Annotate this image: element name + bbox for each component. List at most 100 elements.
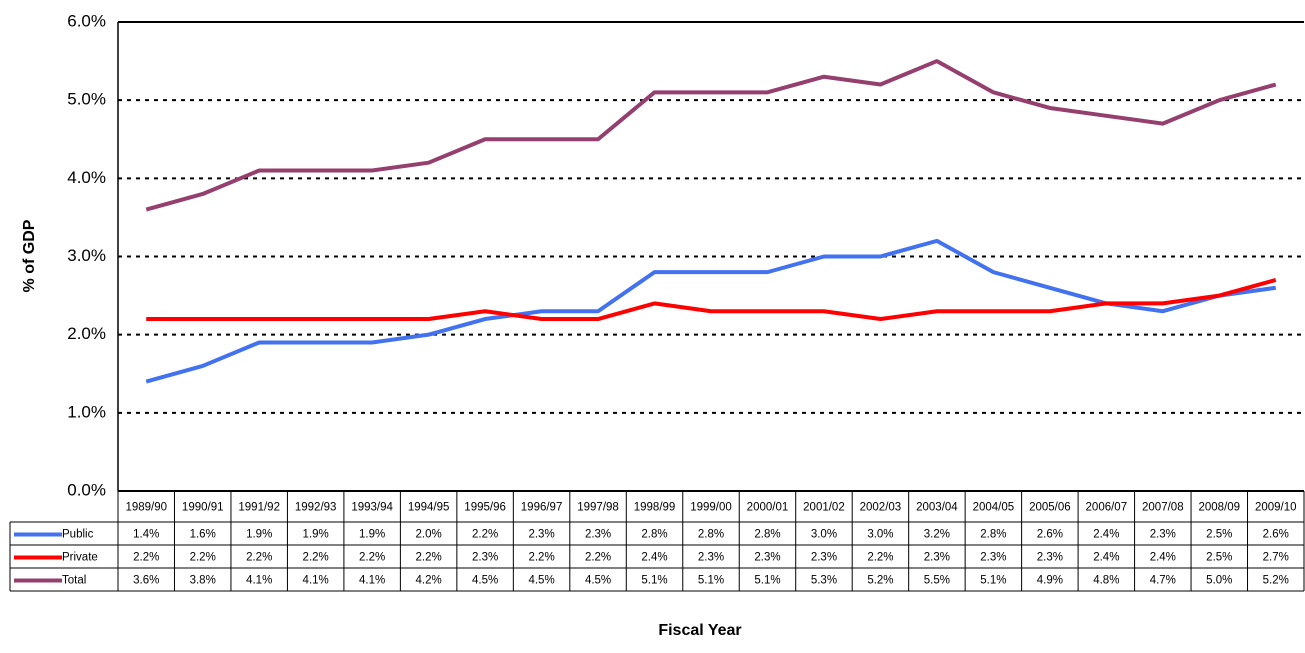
table-value: 2.2% [303,552,329,564]
table-value: 2.3% [472,552,498,564]
table-value: 4.5% [585,575,611,587]
y-tick-label: 5.0% [67,90,106,109]
table-value: 2.4% [641,552,667,564]
x-tick-label: 1994/95 [408,502,450,514]
table-value: 4.7% [1150,575,1176,587]
table-value: 5.2% [1263,575,1289,587]
table-value: 2.2% [133,552,159,564]
x-tick-label: 2000/01 [747,502,789,514]
y-tick-label: 1.0% [67,402,106,421]
x-axis-title: Fiscal Year [658,622,741,639]
legend-label: Public [62,529,94,541]
table-value: 2.3% [1150,529,1176,541]
legend-label: Private [62,552,98,564]
table-value: 1.9% [303,529,329,541]
table-value: 2.4% [1150,552,1176,564]
table-value: 2.2% [472,529,498,541]
table-value: 3.0% [867,529,893,541]
y-tick-label: 3.0% [67,246,106,265]
table-value: 2.2% [246,552,272,564]
table-value: 2.5% [1206,529,1232,541]
x-tick-label: 1997/98 [577,502,619,514]
table-value: 1.9% [359,529,385,541]
table-value: 3.8% [190,575,216,587]
table-value: 5.1% [754,575,780,587]
x-tick-label: 2009/10 [1255,502,1297,514]
table-value: 1.9% [246,529,272,541]
table-value: 2.2% [359,552,385,564]
table-value: 5.1% [980,575,1006,587]
y-tick-label: 4.0% [67,168,106,187]
table-value: 1.6% [190,529,216,541]
y-tick-label: 0.0% [67,480,106,499]
x-tick-label: 2008/09 [1198,502,1240,514]
table-value: 2.3% [698,552,724,564]
table-value: 3.0% [811,529,837,541]
table-value: 4.2% [416,575,442,587]
x-tick-label: 2003/04 [916,502,958,514]
table-value: 2.5% [1206,552,1232,564]
table-value: 5.5% [924,575,950,587]
table-value: 1.4% [133,529,159,541]
table-value: 4.1% [246,575,272,587]
table-value: 5.0% [1206,575,1232,587]
x-tick-label: 1992/93 [295,502,337,514]
series-line [145,59,1277,212]
table-value: 2.3% [980,552,1006,564]
table-value: 4.5% [528,575,554,587]
table-value: 5.2% [867,575,893,587]
x-tick-label: 2001/02 [803,502,845,514]
table-value: 2.8% [980,529,1006,541]
table-value: 2.2% [416,552,442,564]
table-value: 2.7% [1263,552,1289,564]
table-value: 2.3% [811,552,837,564]
table-value: 2.3% [924,552,950,564]
x-tick-label: 2006/07 [1086,502,1128,514]
table-value: 5.1% [698,575,724,587]
y-tick-label: 2.0% [67,324,106,343]
table-value: 5.1% [641,575,667,587]
table-value: 2.3% [585,529,611,541]
series-line [146,278,1277,322]
series-line [145,238,1277,384]
y-axis-title: % of GDP [21,219,38,292]
x-tick-label: 1996/97 [521,502,563,514]
legend-label: Total [62,575,86,587]
table-value: 2.6% [1037,529,1063,541]
x-tick-label: 2007/08 [1142,502,1184,514]
table-value: 2.6% [1263,529,1289,541]
table-value: 5.3% [811,575,837,587]
x-tick-label: 1995/96 [464,502,506,514]
table-value: 2.2% [190,552,216,564]
table-value: 2.2% [528,552,554,564]
x-tick-label: 1998/99 [634,502,676,514]
table-value: 2.3% [754,552,780,564]
table-value: 4.5% [472,575,498,587]
table-value: 2.2% [867,552,893,564]
table-value: 2.8% [698,529,724,541]
x-tick-label: 2005/06 [1029,502,1071,514]
table-value: 2.4% [1093,529,1119,541]
table-value: 3.6% [133,575,159,587]
table-value: 2.3% [528,529,554,541]
x-tick-label: 1993/94 [351,502,393,514]
table-value: 2.8% [754,529,780,541]
x-tick-label: 2002/03 [860,502,902,514]
table-value: 2.3% [1037,552,1063,564]
table-value: 2.2% [585,552,611,564]
x-tick-label: 1999/00 [690,502,732,514]
table-value: 2.8% [641,529,667,541]
y-tick-label: 6.0% [67,11,106,30]
table-value: 4.1% [303,575,329,587]
table-value: 2.4% [1093,552,1119,564]
x-tick-label: 1989/90 [125,502,167,514]
table-value: 3.2% [924,529,950,541]
x-tick-label: 1990/91 [182,502,224,514]
table-value: 2.0% [416,529,442,541]
table-value: 4.9% [1037,575,1063,587]
table-value: 4.1% [359,575,385,587]
table-value: 4.8% [1093,575,1119,587]
x-tick-label: 2004/05 [973,502,1015,514]
x-tick-label: 1991/92 [238,502,280,514]
